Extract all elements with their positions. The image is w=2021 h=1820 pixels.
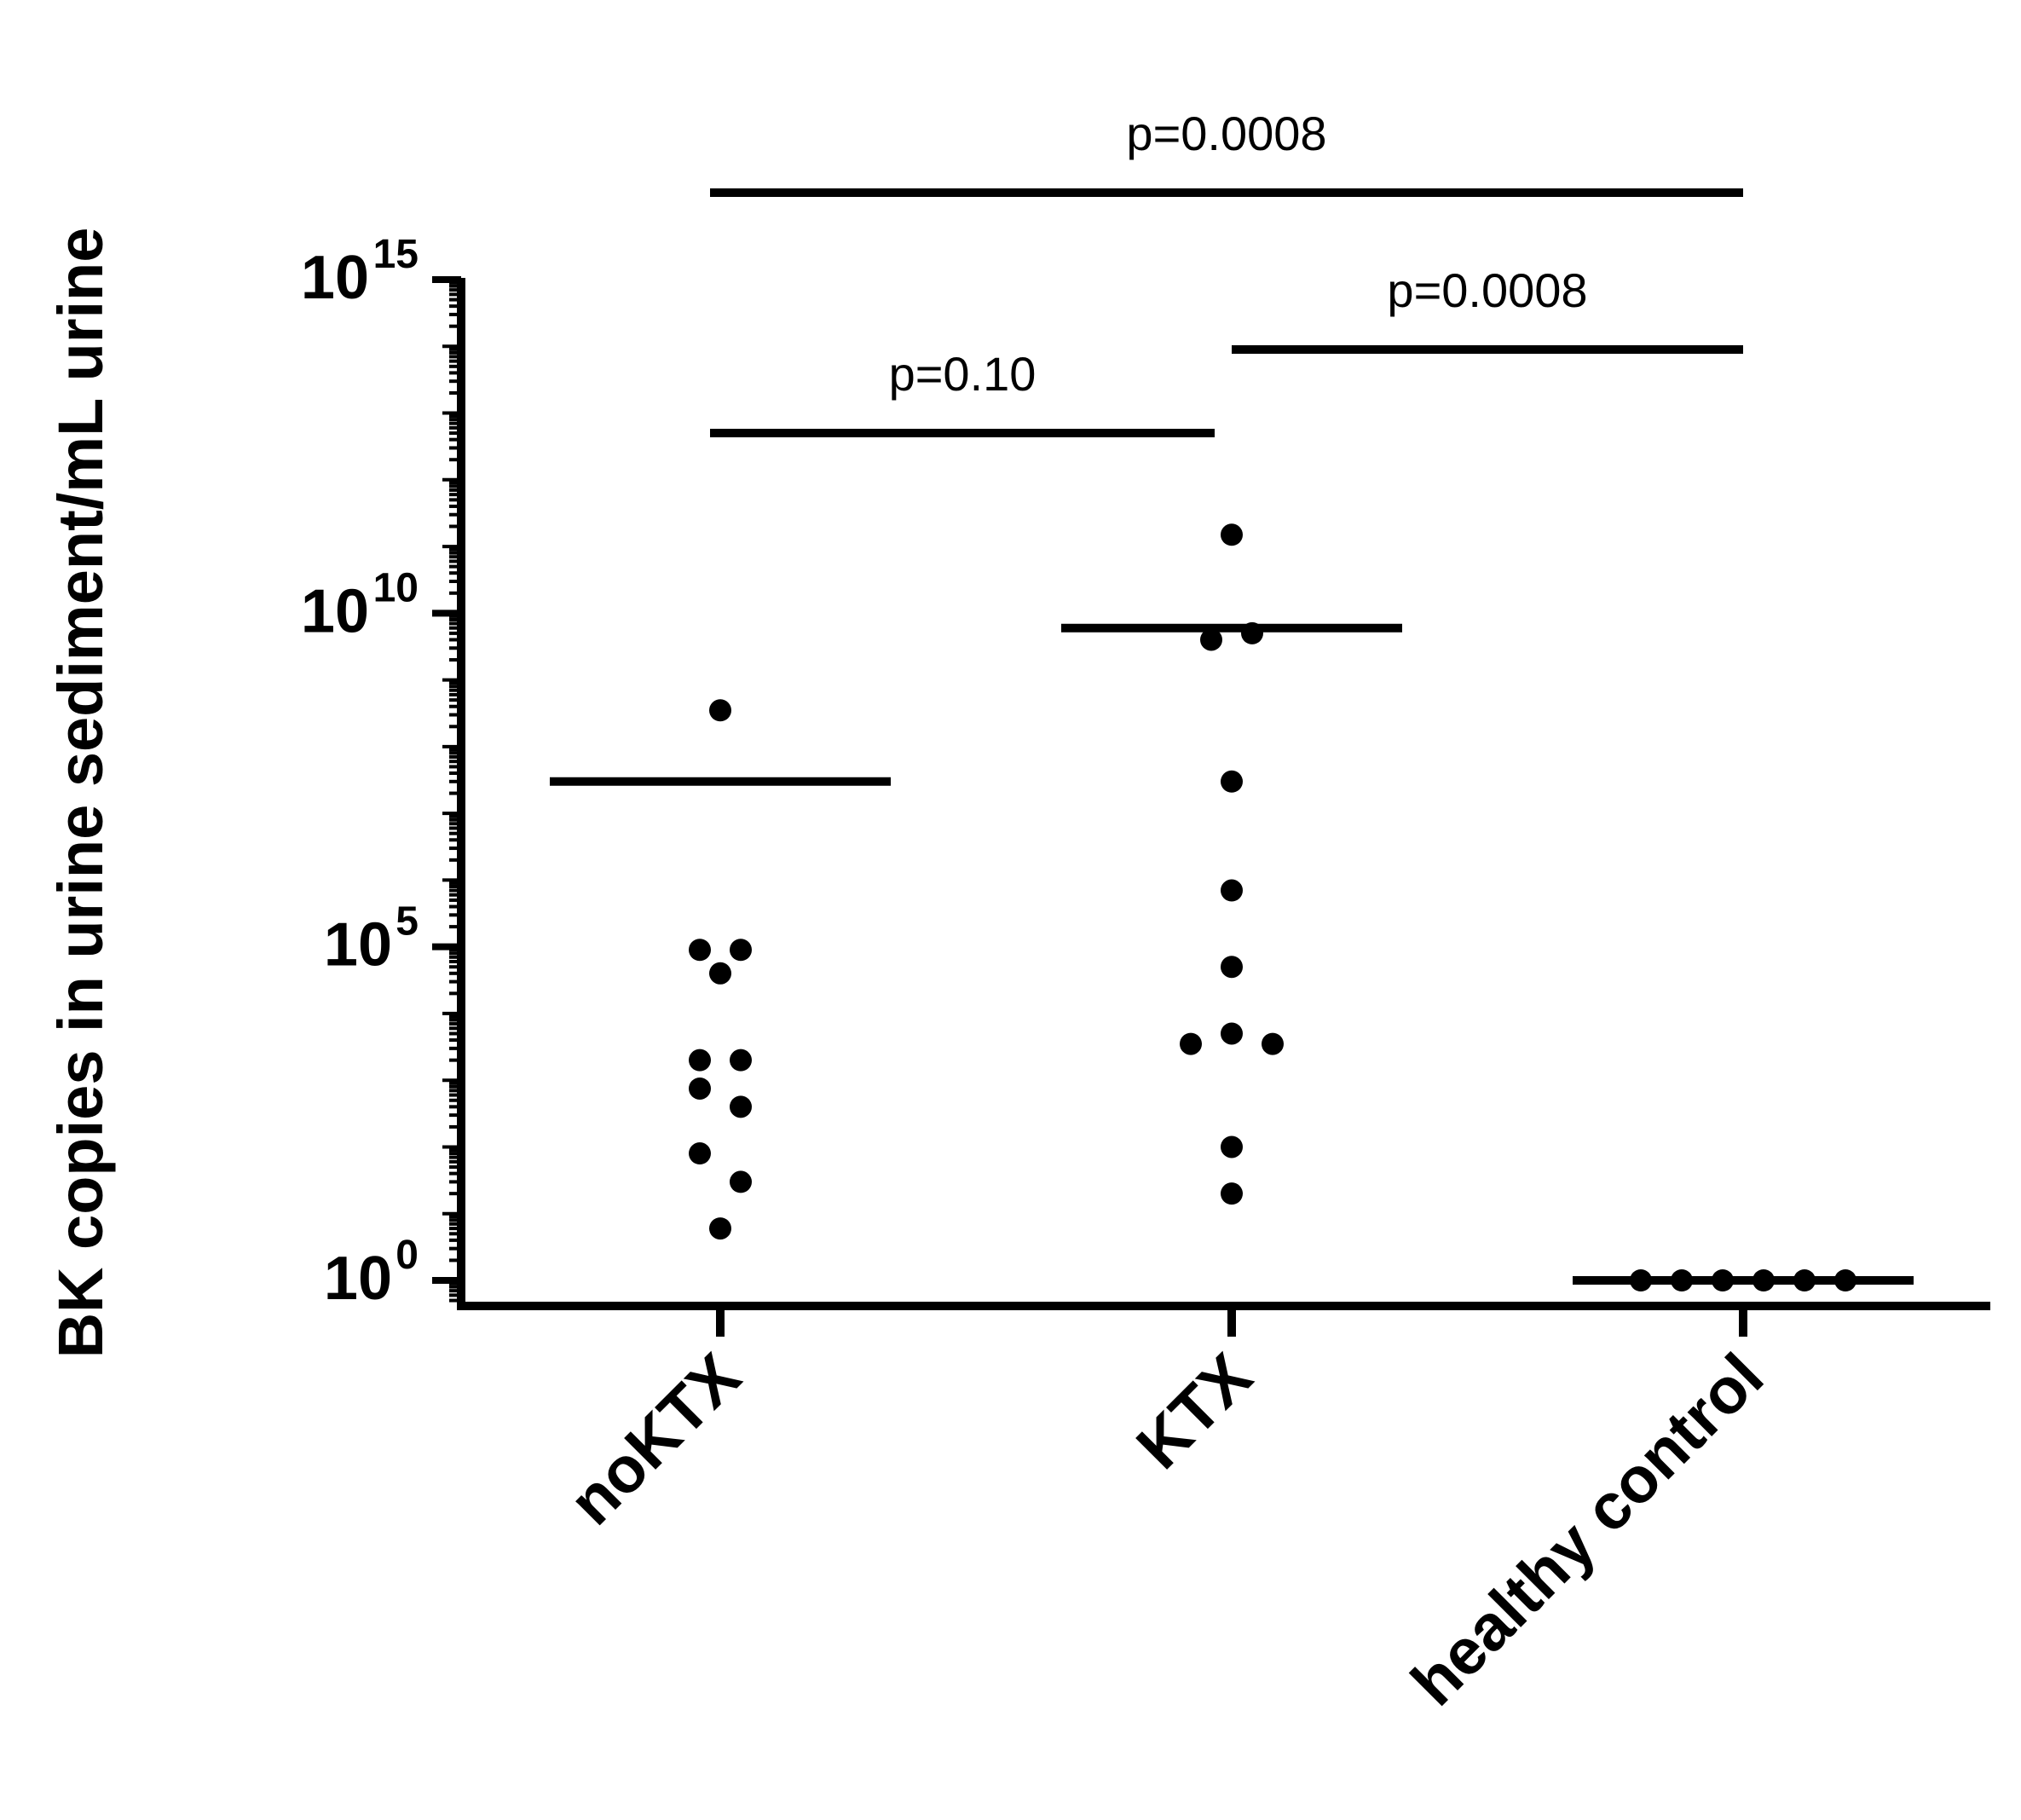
y-tick-label-exponent: 0 [396,1233,419,1278]
data-point [709,962,731,985]
data-point [1200,628,1222,651]
y-tick-label: 510 [324,899,419,979]
data-point [689,1142,711,1165]
data-point [1221,770,1243,793]
y-axis-label-group: BK copies in urine sediment/mL urine [45,228,116,1359]
y-tick-label-exponent: 10 [373,565,419,610]
y-axis-label: BK copies in urine sediment/mL urine [45,228,116,1359]
data-point [1262,1032,1284,1055]
data-point [730,939,752,962]
x-tick-label: healthy control [1398,1340,1777,1719]
y-tick-label-exponent: 15 [373,232,419,277]
data-points [689,523,1856,1291]
data-point [709,699,731,722]
y-tick-label-base: 10 [301,577,369,645]
data-point [1834,1269,1856,1291]
data-point [689,939,711,962]
data-point [730,1170,752,1193]
data-point [709,1217,731,1240]
y-tick-label-base: 10 [324,1245,392,1313]
data-point [1221,879,1243,902]
x-axis-ticks: noKTX KTX healthy control [556,1306,1777,1719]
data-point [1752,1269,1775,1291]
p-value-label: p=0.0008 [1387,263,1587,317]
data-point [1671,1269,1693,1291]
y-tick-label-base: 10 [301,244,369,312]
data-point [730,1095,752,1118]
y-tick-label: 010 [324,1233,419,1313]
data-point [1221,1135,1243,1158]
p-value-label: p=0.0008 [1126,107,1326,160]
data-point [689,1049,711,1072]
data-point [1221,1182,1243,1205]
data-point [1712,1269,1734,1291]
y-tick-label-exponent: 5 [396,899,419,945]
data-point [1221,956,1243,979]
p-value-label: p=0.10 [889,347,1036,401]
data-point [1180,1032,1202,1055]
x-tick-label: KTX [1123,1340,1266,1483]
significance-annotations: p=0.10 p=0.0008 p=0.0008 [710,107,1743,437]
data-point [1793,1269,1816,1291]
axes [457,278,1990,1310]
data-point [1241,621,1263,644]
data-point [730,1049,752,1072]
data-point [1221,1022,1243,1045]
data-point [1630,1269,1652,1291]
mean-lines [550,623,1914,1285]
data-point [689,1077,711,1100]
x-tick-label: noKTX [556,1340,754,1539]
data-point [1221,523,1243,546]
y-tick-label-base: 10 [324,911,392,979]
